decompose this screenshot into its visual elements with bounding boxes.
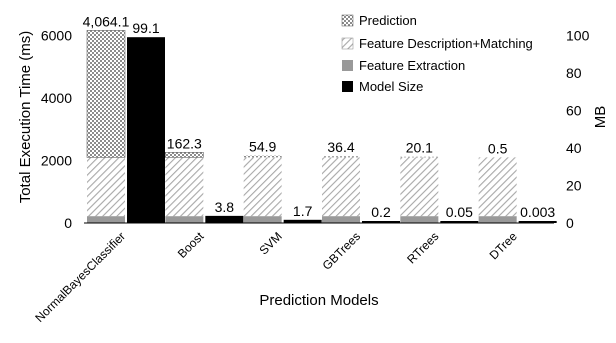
bar-description-matching [87, 157, 125, 217]
y-tick-label: 4000 [41, 90, 72, 106]
bar-prediction [400, 156, 439, 158]
prediction-value-label: 36.4 [327, 139, 354, 155]
legend-label-prediction: Prediction [359, 13, 417, 28]
bar-model-size [283, 219, 322, 223]
legend-swatch-description [341, 37, 354, 50]
legend: Prediction Feature Description+Matching … [341, 13, 533, 94]
bar-feature-extraction [243, 216, 282, 223]
bar-description-matching [243, 157, 282, 217]
plot-area [86, 30, 557, 224]
bar-prediction [322, 156, 360, 158]
bar-description-matching [165, 157, 204, 217]
right-axis-ticks: 0 20 40 60 80 100 [566, 28, 590, 231]
prediction-value-label: 54.9 [249, 139, 276, 155]
bar-feature-extraction [478, 216, 517, 223]
legend-label-description: Feature Description+Matching [359, 36, 533, 51]
y-tick-label: 0 [64, 215, 72, 231]
y2-tick-label: 80 [566, 65, 582, 81]
bar-model-size [205, 215, 244, 223]
y2-tick-label: 60 [566, 103, 582, 119]
bar-feature-extraction [322, 216, 360, 223]
model-size-value-label: 0.2 [371, 204, 391, 220]
y2-axis-title: MB [592, 106, 609, 129]
bar-feature-extraction [87, 216, 125, 223]
bar-description-matching [400, 157, 439, 217]
legend-swatch-model-size [342, 81, 353, 92]
bar-model-size [518, 221, 557, 223]
category-tick-label: NormalBayesClassifier [32, 229, 128, 325]
x-axis-title: Prediction Models [259, 292, 378, 309]
y2-tick-label: 0 [566, 215, 574, 231]
bar-prediction [243, 155, 282, 158]
bar-feature-extraction [400, 216, 439, 223]
category-tick-label: DTree [487, 229, 520, 262]
prediction-value-label: 0.5 [488, 140, 508, 156]
y-tick-label: 2000 [41, 153, 72, 169]
left-axis-ticks: 0 2000 4000 6000 [41, 28, 72, 232]
y-axis-title: Total Execution Time (ms) [17, 31, 34, 204]
legend-swatch-prediction [341, 14, 354, 27]
prediction-value-label: 20.1 [406, 140, 433, 156]
model-size-value-label: 0.003 [520, 204, 555, 220]
category-tick-label: RTrees [404, 229, 441, 266]
y2-tick-label: 40 [566, 140, 582, 156]
prediction-value-label: 162.3 [167, 135, 202, 151]
y2-tick-label: 100 [566, 28, 590, 44]
y2-tick-label: 20 [566, 178, 582, 194]
category-tick-label: GBTrees [320, 229, 364, 273]
bar-model-size [362, 221, 400, 223]
category-tick-label: Boost [175, 229, 207, 261]
model-size-value-label: 1.7 [293, 203, 313, 219]
legend-swatch-extraction [342, 60, 353, 71]
model-size-value-label: 0.05 [446, 204, 473, 220]
legend-label-model-size: Model Size [359, 79, 423, 94]
data-labels: 4,064.1 99.1 162.3 3.8 54.9 1.7 36.4 0.2 20.1 0.0… [83, 13, 556, 220]
y-tick-label: 6000 [41, 28, 72, 44]
bar-model-size [127, 37, 165, 224]
legend-label-extraction: Feature Extraction [359, 58, 465, 73]
bar-feature-extraction [165, 216, 204, 223]
category-tick-label: SVM [256, 229, 284, 257]
bar-model-size [440, 221, 479, 223]
bar-prediction [86, 30, 126, 158]
bar-prediction [165, 152, 204, 158]
prediction-value-label: 4,064.1 [83, 13, 130, 29]
category-tick-labels: NormalBayesClassifier Boost SVM GBTrees RTre… [32, 229, 520, 325]
bar-description-matching [322, 157, 360, 217]
bar-description-matching [478, 157, 517, 217]
model-size-value-label: 3.8 [215, 199, 235, 215]
model-size-value-label: 99.1 [132, 20, 159, 36]
